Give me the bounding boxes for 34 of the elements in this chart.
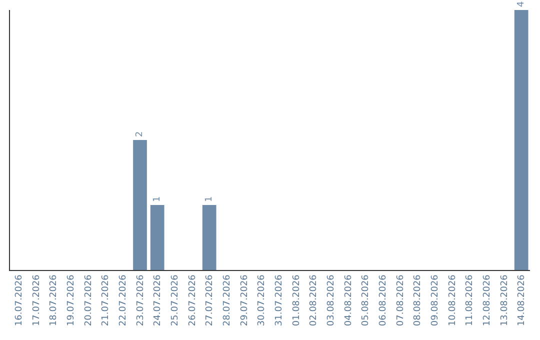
data-label: 1 [204,196,214,202]
x-tick-label: 20.07.2026 [84,274,94,326]
x-tick-label: 12.08.2026 [482,274,493,326]
data-label: 1 [152,196,162,202]
x-tick-label: 09.08.2026 [430,274,441,326]
x-tick-label: 19.07.2026 [66,274,77,326]
x-tick-label: 30.07.2026 [257,274,268,326]
x-tick-label: 24.07.2026 [153,274,164,326]
x-tick-label: 18.07.2026 [49,274,60,326]
x-tick-label: 27.07.2026 [205,274,216,326]
data-label: 2 [135,131,145,137]
x-tick-label: 28.07.2026 [222,274,233,326]
x-tick-label: 07.08.2026 [396,274,406,326]
x-tick-label: 29.07.2026 [240,274,250,326]
x-tick-label: 25.07.2026 [170,274,181,326]
x-tick-label: 23.07.2026 [136,274,146,326]
x-tick-label: 13.08.2026 [500,274,510,326]
x-tick-label: 05.08.2026 [361,274,372,326]
x-tick-label: 22.07.2026 [118,274,129,326]
x-tick-label: 17.07.2026 [32,274,42,326]
x-tick-label: 06.08.2026 [378,274,389,326]
x-tick-label: 10.08.2026 [448,274,458,326]
x-tick-label: 31.07.2026 [274,274,285,326]
x-tick-label: 04.08.2026 [344,274,354,326]
x-tick-label: 08.08.2026 [413,274,424,326]
x-tick-label: 01.08.2026 [292,274,302,326]
x-tick-label: 11.08.2026 [465,274,476,326]
x-tick-label: 21.07.2026 [101,274,112,326]
x-tick-label: 03.08.2026 [326,274,337,326]
x-tick-label: 02.08.2026 [309,274,320,326]
x-tick-label: 16.07.2026 [14,274,25,326]
data-label: 4 [516,1,526,7]
x-tick-label: 26.07.2026 [188,274,198,326]
x-tick-label: 14.08.2026 [517,274,528,326]
